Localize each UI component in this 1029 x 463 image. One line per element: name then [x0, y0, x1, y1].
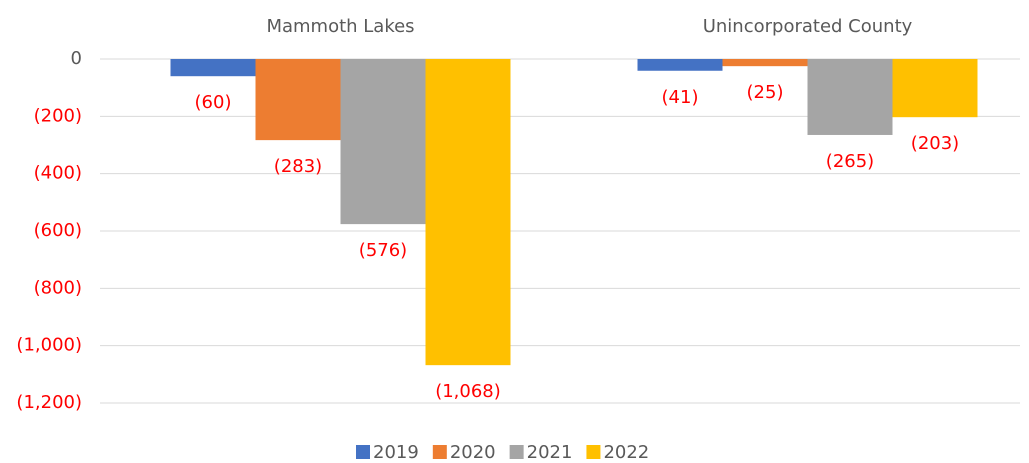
value-label: (60)	[195, 92, 232, 113]
value-label: (265)	[826, 151, 874, 172]
y-tick-label: (400)	[34, 163, 82, 184]
y-tick-label: (600)	[34, 220, 82, 241]
y-tick-label: (1,000)	[16, 335, 82, 356]
legend-swatch	[509, 445, 524, 459]
value-label: (41)	[662, 87, 699, 108]
value-label: (25)	[747, 82, 784, 103]
category-label: Unincorporated County	[703, 16, 913, 37]
y-tick-label: (1,200)	[16, 392, 82, 413]
value-label: (203)	[911, 133, 959, 154]
category-label: Mammoth Lakes	[266, 16, 414, 37]
y-tick-label: 0	[71, 48, 82, 69]
value-label: (283)	[274, 156, 322, 177]
legend-label: 2022	[603, 442, 649, 463]
legend-label: 2020	[450, 442, 496, 463]
bar	[892, 59, 978, 118]
bar	[637, 59, 723, 71]
bar	[425, 59, 511, 366]
legend-label: 2021	[527, 442, 573, 463]
y-tick-label: (200)	[34, 105, 82, 126]
legend-swatch	[586, 445, 601, 459]
legend-swatch	[432, 445, 447, 459]
value-label: (1,068)	[435, 381, 501, 402]
bar	[170, 59, 256, 77]
bar	[807, 59, 893, 135]
bar	[722, 59, 808, 67]
legend-label: 2019	[373, 442, 419, 463]
y-tick-label: (800)	[34, 277, 82, 298]
bar	[255, 59, 341, 141]
bar	[340, 59, 426, 225]
legend-swatch	[356, 445, 370, 459]
value-label: (576)	[359, 240, 407, 261]
